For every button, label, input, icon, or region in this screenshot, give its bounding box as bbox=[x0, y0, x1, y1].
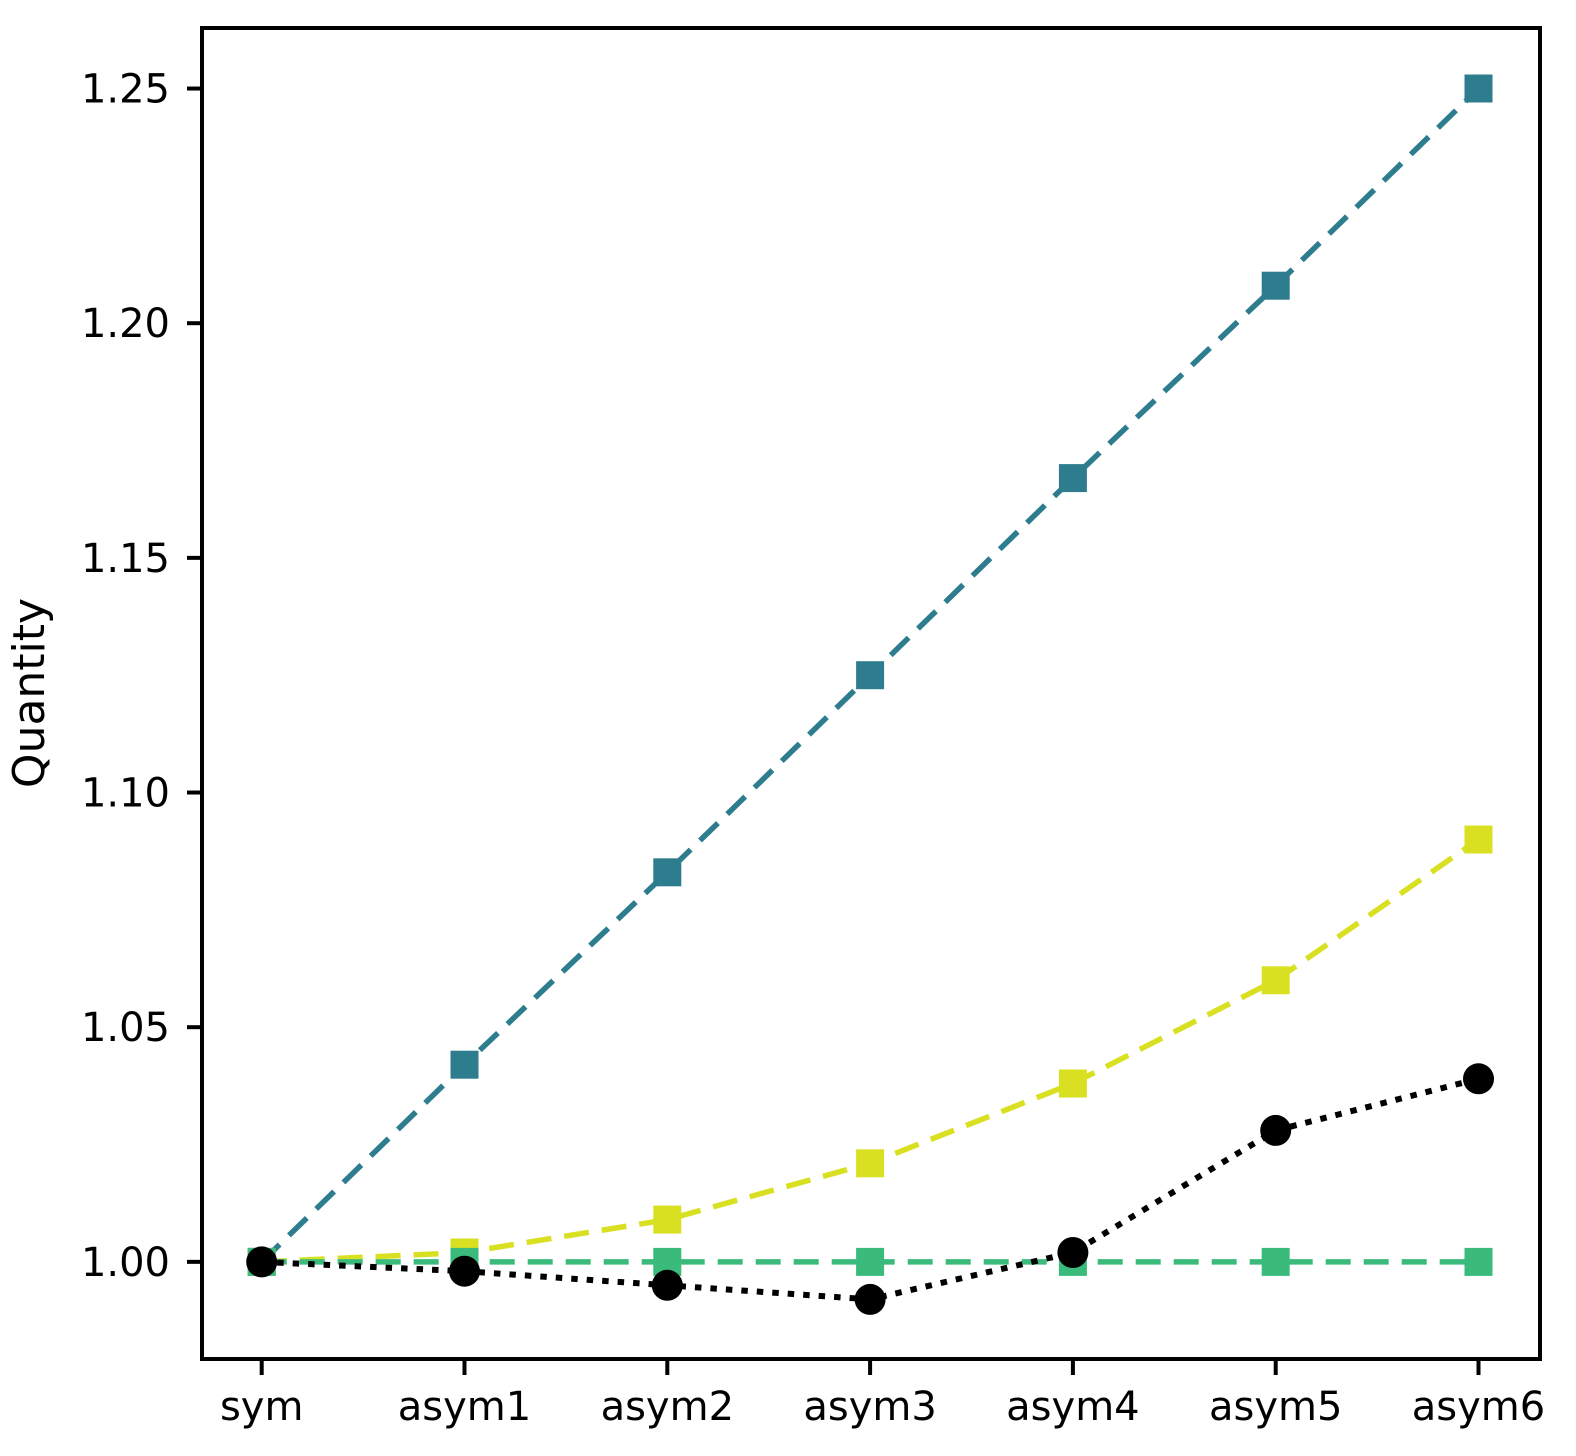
y-tick-label-1.00: 1.00 bbox=[81, 1240, 170, 1286]
series-yellow-squares-line bbox=[261, 837, 1481, 1265]
y-tick-label-1.20: 1.20 bbox=[81, 301, 170, 347]
series-yellow-squares-marker-asym5 bbox=[1261, 966, 1290, 995]
series-teal-squares-marker-asym5 bbox=[1261, 271, 1290, 300]
series-green-squares-marker-asym6 bbox=[1464, 1247, 1493, 1276]
series-black-circles-marker-asym3 bbox=[854, 1283, 886, 1315]
series-black-circles-marker-asym1 bbox=[449, 1255, 480, 1287]
x-tick-label-asym2: asym2 bbox=[601, 1384, 734, 1430]
series-green-squares-marker-asym5 bbox=[1261, 1247, 1290, 1276]
series-teal-squares-marker-asym4 bbox=[1058, 464, 1087, 493]
series-black-circles-marker-sym bbox=[246, 1246, 278, 1278]
plot-border bbox=[200, 26, 1542, 1361]
series-yellow-squares-marker-asym3 bbox=[856, 1149, 885, 1178]
x-tick-label-asym4: asym4 bbox=[1006, 1384, 1139, 1430]
y-tick-label-1.25: 1.25 bbox=[81, 67, 170, 113]
series-teal-squares-marker-asym2 bbox=[653, 858, 682, 887]
x-tick-label-asym1: asym1 bbox=[398, 1384, 531, 1430]
series-black-circles-marker-asym2 bbox=[651, 1269, 683, 1301]
series-teal-squares-marker-asym6 bbox=[1464, 74, 1493, 103]
series-teal-squares-marker-asym3 bbox=[856, 661, 885, 690]
x-tick-label-asym5: asym5 bbox=[1209, 1384, 1342, 1430]
series-black-circles-marker-asym6 bbox=[1463, 1063, 1494, 1095]
series-green-squares-marker-asym3 bbox=[856, 1247, 885, 1276]
y-tick-label-1.15: 1.15 bbox=[81, 536, 170, 582]
y-tick-label-1.05: 1.05 bbox=[81, 1005, 170, 1051]
y-tick-label-1.10: 1.10 bbox=[81, 771, 170, 817]
x-tick-label-sym: sym bbox=[220, 1384, 303, 1430]
x-tick-label-asym3: asym3 bbox=[803, 1384, 936, 1430]
series-black-circles-marker-asym4 bbox=[1057, 1237, 1089, 1268]
series-yellow-squares-marker-asym4 bbox=[1058, 1069, 1087, 1098]
series-black-circles-marker-asym5 bbox=[1260, 1114, 1292, 1146]
series-yellow-squares-marker-asym6 bbox=[1464, 825, 1493, 854]
series-yellow-squares-marker-asym2 bbox=[653, 1205, 682, 1234]
series-teal-squares-marker-asym1 bbox=[450, 1050, 479, 1079]
y-axis-label: Quantity bbox=[4, 598, 55, 788]
x-tick-label-asym6: asym6 bbox=[1412, 1384, 1545, 1430]
